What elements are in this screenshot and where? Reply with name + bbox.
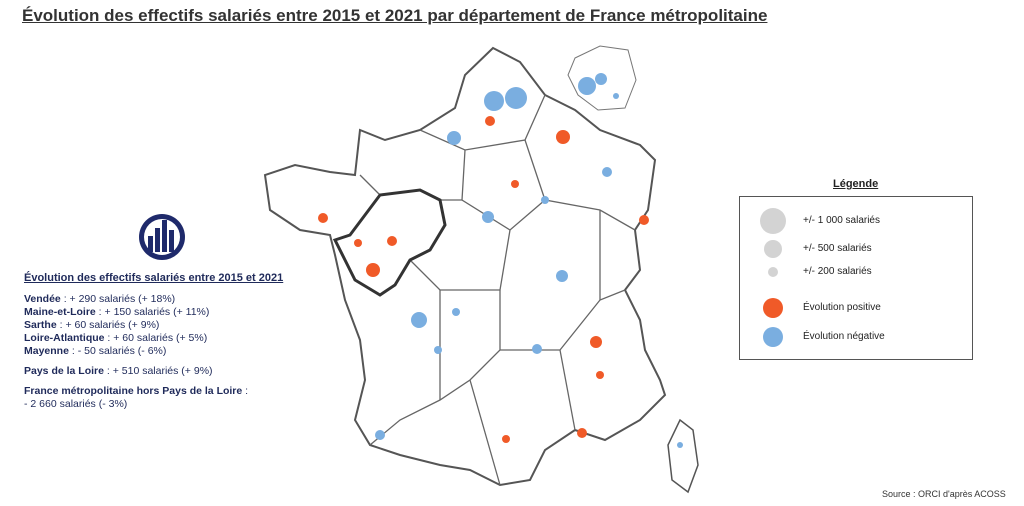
dept-detail: : + 290 salariés (+ 18%) bbox=[60, 293, 176, 305]
dept-row: Maine-et-Loire : + 150 salariés (+ 11%) bbox=[24, 306, 324, 319]
dept-row: Vendée : + 290 salariés (+ 18%) bbox=[24, 293, 324, 306]
dept-name: Mayenne bbox=[24, 345, 69, 357]
legend-title: Légende bbox=[833, 178, 879, 190]
dept-row: Mayenne : - 50 salariés (- 6%) bbox=[24, 345, 324, 358]
region-borders bbox=[359, 94, 636, 486]
dept-row: Loire-Atlantique : + 60 salariés (+ 5%) bbox=[24, 332, 324, 345]
region-detail: : + 510 salariés (+ 9%) bbox=[103, 365, 213, 377]
pays-de-la-loire-outline bbox=[332, 188, 447, 297]
rest-value: - 2 660 salariés (- 3%) bbox=[24, 398, 128, 410]
dept-name: Sarthe bbox=[24, 319, 57, 331]
legend-label: +/- 1 000 salariés bbox=[803, 215, 880, 226]
legend-label: +/- 500 salariés bbox=[803, 243, 872, 254]
title: Évolution des effectifs salariés entre 2… bbox=[22, 6, 768, 25]
summary-title: Évolution des effectifs salariés entre 2… bbox=[24, 272, 284, 284]
region-name: Pays de la Loire bbox=[24, 365, 104, 377]
logo bbox=[139, 214, 185, 260]
corsica-outline bbox=[667, 418, 699, 494]
rest-row: France métropolitaine hors Pays de la Lo… bbox=[24, 385, 324, 398]
legend-label: Évolution positive bbox=[803, 302, 881, 313]
legend-symbols bbox=[760, 208, 786, 347]
legend-box bbox=[739, 196, 973, 360]
dept-detail: : - 50 salariés (- 6%) bbox=[68, 345, 167, 357]
france-outline bbox=[263, 46, 667, 487]
dept-name: Vendée bbox=[24, 293, 61, 305]
dept-detail: : + 60 salariés (+ 5%) bbox=[104, 332, 208, 344]
region-row: Pays de la Loire : + 510 salariés (+ 9%) bbox=[24, 365, 324, 378]
dept-row: Sarthe : + 60 salariés (+ 9%) bbox=[24, 319, 324, 332]
summary: Évolution des effectifs salariés entre 2… bbox=[24, 272, 324, 411]
dept-detail: : + 60 salariés (+ 9%) bbox=[56, 319, 160, 331]
legend-label: +/- 200 salariés bbox=[803, 266, 872, 277]
dept-detail: : + 150 salariés (+ 11%) bbox=[95, 306, 210, 318]
dept-name: Maine-et-Loire bbox=[24, 306, 96, 318]
rest-detail: : bbox=[242, 385, 249, 397]
dept-name: Loire-Atlantique bbox=[24, 332, 105, 344]
rest-name: France métropolitaine hors Pays de la Lo… bbox=[24, 385, 243, 397]
legend-label: Évolution négative bbox=[803, 331, 885, 342]
bubbles bbox=[318, 73, 683, 448]
source: Source : ORCI d'après ACOSS bbox=[882, 489, 1006, 499]
